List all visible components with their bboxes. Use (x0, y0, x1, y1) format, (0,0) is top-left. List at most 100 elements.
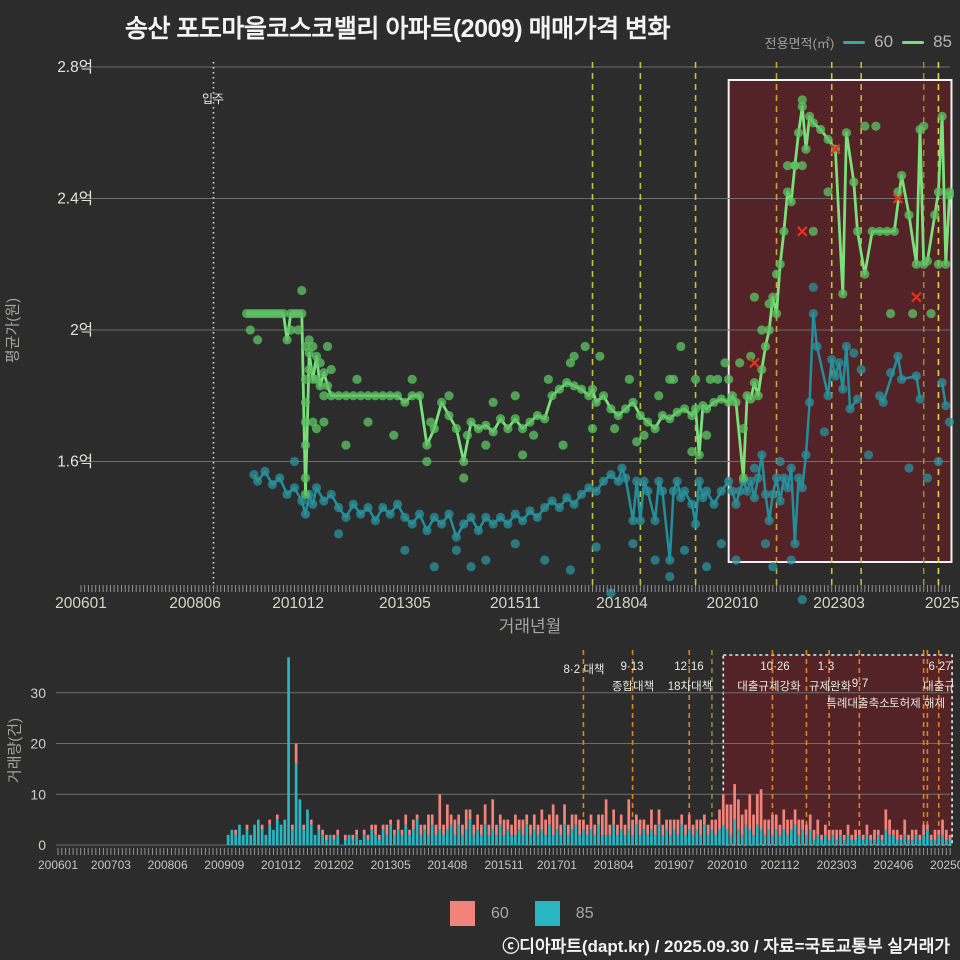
data-point-60[interactable] (731, 499, 741, 509)
bar-60[interactable] (642, 819, 646, 830)
bar-60[interactable] (427, 814, 430, 835)
bar-85[interactable] (536, 834, 540, 845)
data-point-85[interactable] (400, 397, 410, 407)
data-point-60[interactable] (606, 470, 616, 480)
data-point-60[interactable] (267, 479, 277, 490)
data-point-85[interactable] (823, 134, 833, 144)
bar-60[interactable] (487, 824, 491, 835)
data-point-85[interactable] (598, 391, 609, 401)
bar-85[interactable] (408, 834, 411, 845)
bar-60[interactable] (457, 814, 461, 825)
bar-85[interactable] (699, 834, 702, 845)
bar-85[interactable] (661, 834, 665, 845)
bar-60[interactable] (464, 809, 468, 830)
bar-85[interactable] (427, 834, 430, 845)
data-point-85[interactable] (665, 414, 675, 424)
bar-60[interactable] (714, 819, 718, 835)
bar-85[interactable] (619, 829, 623, 845)
bar-85[interactable] (396, 829, 400, 845)
data-point-85[interactable] (757, 364, 767, 375)
bar-60[interactable] (536, 824, 540, 835)
data-point-85[interactable] (315, 358, 325, 368)
data-point-60[interactable] (823, 391, 833, 401)
data-point-85[interactable] (319, 417, 329, 427)
data-point-60[interactable] (591, 486, 601, 496)
data-point-85[interactable] (621, 404, 631, 414)
data-point-85[interactable] (322, 341, 333, 352)
bar-85[interactable] (468, 819, 472, 845)
data-point-85[interactable] (904, 210, 914, 220)
bar-85[interactable] (313, 834, 317, 845)
bar-85[interactable] (816, 834, 820, 845)
data-point-60[interactable] (863, 450, 874, 460)
data-point-60[interactable] (731, 555, 741, 565)
bar-60[interactable] (321, 829, 324, 835)
bar-85[interactable] (355, 834, 358, 845)
data-point-60[interactable] (253, 476, 263, 486)
bar-60[interactable] (589, 814, 593, 830)
bar-60[interactable] (831, 829, 835, 835)
data-point-60[interactable] (584, 483, 594, 493)
data-point-85[interactable] (304, 364, 314, 375)
data-point-60[interactable] (694, 476, 704, 486)
bar-85[interactable] (551, 834, 555, 845)
data-point-85[interactable] (786, 197, 796, 207)
data-point-60[interactable] (805, 397, 815, 407)
data-point-60[interactable] (716, 539, 726, 549)
bar-85[interactable] (703, 824, 706, 845)
bar-85[interactable] (846, 834, 850, 845)
data-point-85[interactable] (385, 391, 395, 401)
bar-85[interactable] (521, 834, 525, 845)
data-point-85[interactable] (481, 420, 491, 430)
data-point-85[interactable] (849, 177, 859, 187)
bar-60[interactable] (309, 819, 313, 825)
data-point-85[interactable] (687, 447, 697, 457)
bar-60[interactable] (687, 814, 691, 830)
legend-swatch-85[interactable] (534, 901, 560, 926)
bar-85[interactable] (347, 834, 351, 845)
bar-85[interactable] (631, 834, 634, 845)
bar-60[interactable] (884, 809, 888, 830)
bar-85[interactable] (737, 829, 740, 845)
data-point-85[interactable] (363, 417, 373, 427)
data-point-85[interactable] (540, 414, 550, 424)
data-point-60[interactable] (690, 519, 701, 529)
legend-line-85-icon[interactable] (902, 40, 925, 44)
bar-85[interactable] (415, 819, 419, 845)
data-point-85[interactable] (278, 308, 288, 319)
bar-85[interactable] (616, 834, 619, 845)
bar-60[interactable] (540, 809, 544, 830)
data-point-60[interactable] (370, 516, 380, 526)
data-point-85[interactable] (606, 404, 616, 414)
data-point-85[interactable] (587, 384, 598, 394)
data-point-85[interactable] (569, 381, 579, 391)
data-point-85[interactable] (293, 325, 303, 335)
data-point-85[interactable] (422, 456, 432, 467)
bar-85[interactable] (895, 839, 899, 845)
bar-85[interactable] (298, 799, 302, 845)
bar-85[interactable] (593, 834, 597, 845)
data-point-85[interactable] (782, 161, 793, 171)
data-point-60[interactable] (473, 525, 484, 536)
data-point-85[interactable] (738, 473, 749, 483)
bar-85[interactable] (805, 834, 808, 845)
bar-85[interactable] (929, 839, 933, 845)
data-point-85[interactable] (632, 437, 642, 447)
data-point-85[interactable] (319, 391, 329, 401)
bar-85[interactable] (865, 834, 869, 845)
bar-60[interactable] (676, 819, 680, 835)
bar-85[interactable] (684, 834, 687, 845)
bar-85[interactable] (291, 829, 294, 845)
bar-60[interactable] (423, 824, 427, 830)
bar-60[interactable] (411, 819, 415, 830)
data-point-60[interactable] (540, 555, 550, 565)
data-point-60[interactable] (481, 555, 491, 565)
data-point-60[interactable] (672, 476, 682, 486)
bar-60[interactable] (767, 819, 770, 830)
bar-85[interactable] (548, 824, 551, 845)
bar-85[interactable] (657, 824, 661, 845)
data-point-85[interactable] (794, 128, 804, 138)
data-point-60[interactable] (300, 509, 311, 519)
data-point-85[interactable] (724, 374, 734, 384)
legend-line-60-icon[interactable] (843, 40, 866, 44)
